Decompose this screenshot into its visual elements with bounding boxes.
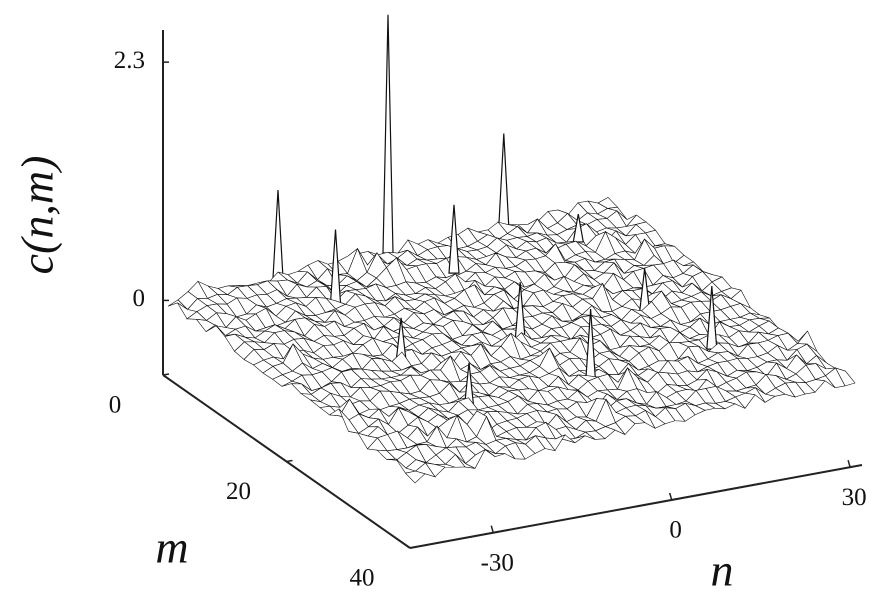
surface [167,14,856,484]
peak [448,204,460,274]
m-tick [409,546,417,549]
n-tick [668,492,673,501]
m-tick-label: 0 [109,392,122,419]
m-tick-label: 20 [226,478,251,505]
z-tick-label: 0 [133,285,146,312]
m-tick [286,459,293,463]
n-tick [847,459,851,468]
n-tick [490,525,494,533]
n-axis-title: n [711,545,734,596]
m-tick [162,373,170,376]
n-tick-label: 0 [669,517,682,544]
z-tick-label: 2.3 [114,47,145,74]
n-tick-label: 30 [842,484,867,511]
n-axis [409,464,863,549]
m-axis-title: m [155,522,188,573]
z-axis-title: c(n,m) [12,156,63,275]
m-tick-label: 40 [350,565,375,592]
peak [272,190,284,279]
n-tick-label: -30 [481,549,514,576]
peak [498,133,510,228]
peak [382,14,394,254]
surface-cell [404,470,426,484]
